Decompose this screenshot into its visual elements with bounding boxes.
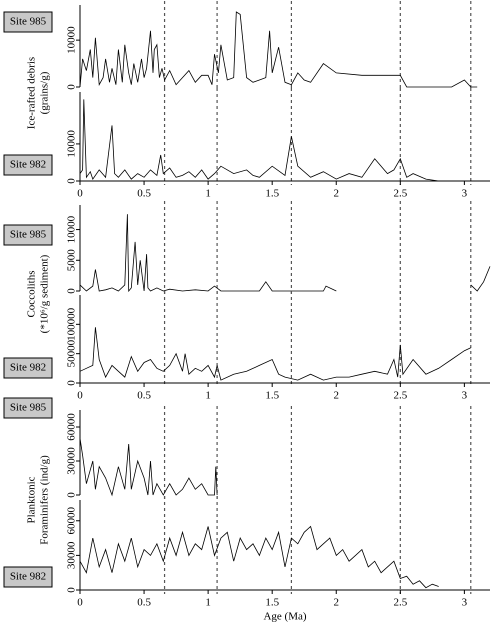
data-line (79, 438, 218, 497)
x-tick-label: 2.5 (393, 597, 407, 609)
y-tick-label: 60000 (66, 413, 78, 441)
y-tick-label: 100000 (66, 307, 78, 341)
y-tick-label: 0 (66, 84, 78, 90)
x-tick-label: 0 (77, 390, 83, 402)
site-label: Site 982 (10, 362, 46, 374)
y-tick-label: 30000 (66, 447, 78, 475)
x-tick-label: 0.5 (137, 390, 151, 402)
x-tick-label: 3 (462, 188, 468, 200)
y-tick-label: 30000 (66, 541, 78, 569)
x-tick-label: 2 (334, 188, 340, 200)
site-box (3, 397, 53, 419)
y-tick-label: 10000 (66, 26, 78, 54)
y-tick-label: 10000 (66, 215, 78, 243)
y-axis-label: Coccoliths (26, 270, 38, 317)
x-tick-label: 1.5 (265, 390, 279, 402)
y-tick-label: 0 (66, 380, 78, 386)
y-tick-label: 0 (66, 178, 78, 184)
site-label: Site 985 (10, 229, 47, 241)
site-label: Site 985 (10, 16, 47, 28)
site-label: Site 982 (10, 159, 46, 171)
x-tick-label: 0.5 (137, 597, 151, 609)
y-tick-label: 0 (66, 288, 78, 294)
data-line (79, 214, 491, 293)
y-tick-label: 0 (66, 587, 78, 593)
data-line (79, 525, 439, 589)
y-axis-label: Planktonic (26, 476, 38, 523)
y-tick-label: 5000 (66, 249, 78, 272)
data-line (79, 11, 478, 88)
y-tick-label: 60000 (66, 507, 78, 535)
y-axis-label: Ice-rafted debris (26, 57, 38, 129)
site-box (3, 11, 53, 33)
y-tick-label: 50000 (66, 339, 78, 367)
x-tick-label: 1.5 (265, 188, 279, 200)
x-tick-label: 0 (77, 188, 83, 200)
y-axis-label: (grains/g) (39, 71, 51, 114)
x-tick-label: 1.5 (265, 597, 279, 609)
x-tick-label: 2.5 (393, 390, 407, 402)
x-tick-label: 1 (205, 390, 211, 402)
x-tick-label: 3 (462, 390, 468, 402)
x-tick-label: 3 (462, 597, 468, 609)
site-box (3, 357, 53, 379)
site-label: Site 982 (10, 571, 46, 583)
site-box (3, 566, 53, 588)
x-tick-label: 2 (334, 597, 340, 609)
x-tick-label: 1 (205, 597, 211, 609)
y-axis-label: (*10⁶/g sediment) (39, 254, 51, 333)
x-tick-label: 0.5 (137, 188, 151, 200)
y-tick-label: 10000 (66, 130, 78, 158)
x-tick-label: 1 (205, 188, 211, 200)
y-axis-label: Foraminifers (ind/g) (39, 455, 51, 545)
data-line (79, 99, 439, 182)
site-label: Site 985 (10, 402, 47, 414)
y-tick-label: 0 (66, 492, 78, 498)
data-line (79, 327, 471, 381)
site-box (3, 154, 53, 176)
x-tick-label: 2 (334, 390, 340, 402)
site-box (3, 224, 53, 246)
x-tick-label: 0 (77, 597, 83, 609)
x-tick-label: 2.5 (393, 188, 407, 200)
x-axis-label: Age (Ma) (263, 611, 306, 623)
